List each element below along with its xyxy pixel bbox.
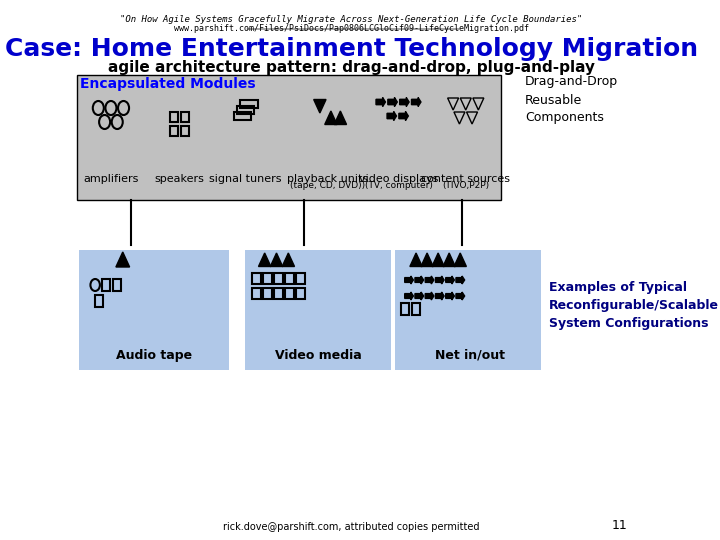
Polygon shape <box>415 292 423 300</box>
Polygon shape <box>314 99 326 113</box>
Polygon shape <box>410 253 422 267</box>
Polygon shape <box>454 253 467 267</box>
Text: (TV, computer): (TV, computer) <box>365 181 433 190</box>
Polygon shape <box>376 98 385 106</box>
Text: "On How Agile Systems Gracefully Migrate Across Next-Generation Life Cycle Bound: "On How Agile Systems Gracefully Migrate… <box>120 15 582 24</box>
Polygon shape <box>421 253 433 267</box>
Bar <box>252 273 261 284</box>
Polygon shape <box>387 111 397 120</box>
Polygon shape <box>432 253 444 267</box>
Text: Audio tape: Audio tape <box>116 349 192 362</box>
Polygon shape <box>325 111 337 125</box>
Polygon shape <box>258 253 271 267</box>
Bar <box>113 279 121 291</box>
Text: content sources: content sources <box>421 174 510 184</box>
Text: Drag-and-Drop
Reusable
Components: Drag-and-Drop Reusable Components <box>525 76 618 125</box>
Bar <box>237 106 254 114</box>
Polygon shape <box>405 292 413 300</box>
Polygon shape <box>116 252 130 267</box>
Polygon shape <box>412 98 421 106</box>
Text: Encapsulated Modules: Encapsulated Modules <box>80 77 256 91</box>
Text: agile architecture pattern: drag-and-drop, plug-and-play: agile architecture pattern: drag-and-dro… <box>108 60 595 75</box>
Polygon shape <box>456 276 464 284</box>
Polygon shape <box>436 292 444 300</box>
Bar <box>252 288 261 299</box>
Text: Net in/out: Net in/out <box>435 349 505 362</box>
Text: signal tuners: signal tuners <box>209 174 282 184</box>
Text: (tape, CD, DVD)): (tape, CD, DVD)) <box>290 181 365 190</box>
Bar <box>102 279 110 291</box>
Text: www.parshift.com/Files/PsiDocs/Pap0806LCGloCif09-LifeCycleMigration.pdf: www.parshift.com/Files/PsiDocs/Pap0806LC… <box>174 24 529 33</box>
Bar <box>274 273 283 284</box>
Polygon shape <box>436 276 444 284</box>
Text: amplifiers: amplifiers <box>84 174 139 184</box>
Bar <box>412 303 420 315</box>
Bar <box>263 273 271 284</box>
Bar <box>240 100 258 108</box>
Text: video displays: video displays <box>359 174 438 184</box>
Bar <box>77 75 501 200</box>
Polygon shape <box>388 98 397 106</box>
Text: (TIVO,P2P): (TIVO,P2P) <box>442 181 490 190</box>
Text: rick.dove@parshift.com, attributed copies permitted: rick.dove@parshift.com, attributed copie… <box>223 522 480 532</box>
Polygon shape <box>334 111 346 125</box>
Text: Case: Home Entertainment Technology Migration: Case: Home Entertainment Technology Migr… <box>5 37 698 61</box>
Bar <box>401 303 409 315</box>
Bar <box>296 288 305 299</box>
Polygon shape <box>443 253 455 267</box>
Polygon shape <box>400 98 409 106</box>
Text: Examples of Typical
Reconfigurable/Scalable
System Configurations: Examples of Typical Reconfigurable/Scala… <box>549 280 719 329</box>
Bar <box>170 126 178 136</box>
Bar <box>296 273 305 284</box>
Bar <box>285 273 294 284</box>
Bar <box>274 288 283 299</box>
Text: 11: 11 <box>611 519 627 532</box>
Polygon shape <box>415 276 423 284</box>
Bar <box>170 112 178 122</box>
Polygon shape <box>282 253 294 267</box>
Polygon shape <box>405 276 413 284</box>
Bar <box>285 288 294 299</box>
Polygon shape <box>270 253 283 267</box>
Text: Video media: Video media <box>275 349 361 362</box>
Text: speakers: speakers <box>155 174 204 184</box>
Polygon shape <box>446 276 454 284</box>
Polygon shape <box>426 276 434 284</box>
Polygon shape <box>399 111 408 120</box>
Bar <box>95 295 103 307</box>
Bar <box>181 112 189 122</box>
Text: playback units: playback units <box>287 174 369 184</box>
Bar <box>245 250 391 370</box>
Polygon shape <box>456 292 464 300</box>
Polygon shape <box>426 292 434 300</box>
Bar <box>263 288 271 299</box>
Polygon shape <box>446 292 454 300</box>
Bar <box>79 250 229 370</box>
Bar <box>395 250 541 370</box>
Bar <box>234 112 251 120</box>
Bar <box>181 126 189 136</box>
